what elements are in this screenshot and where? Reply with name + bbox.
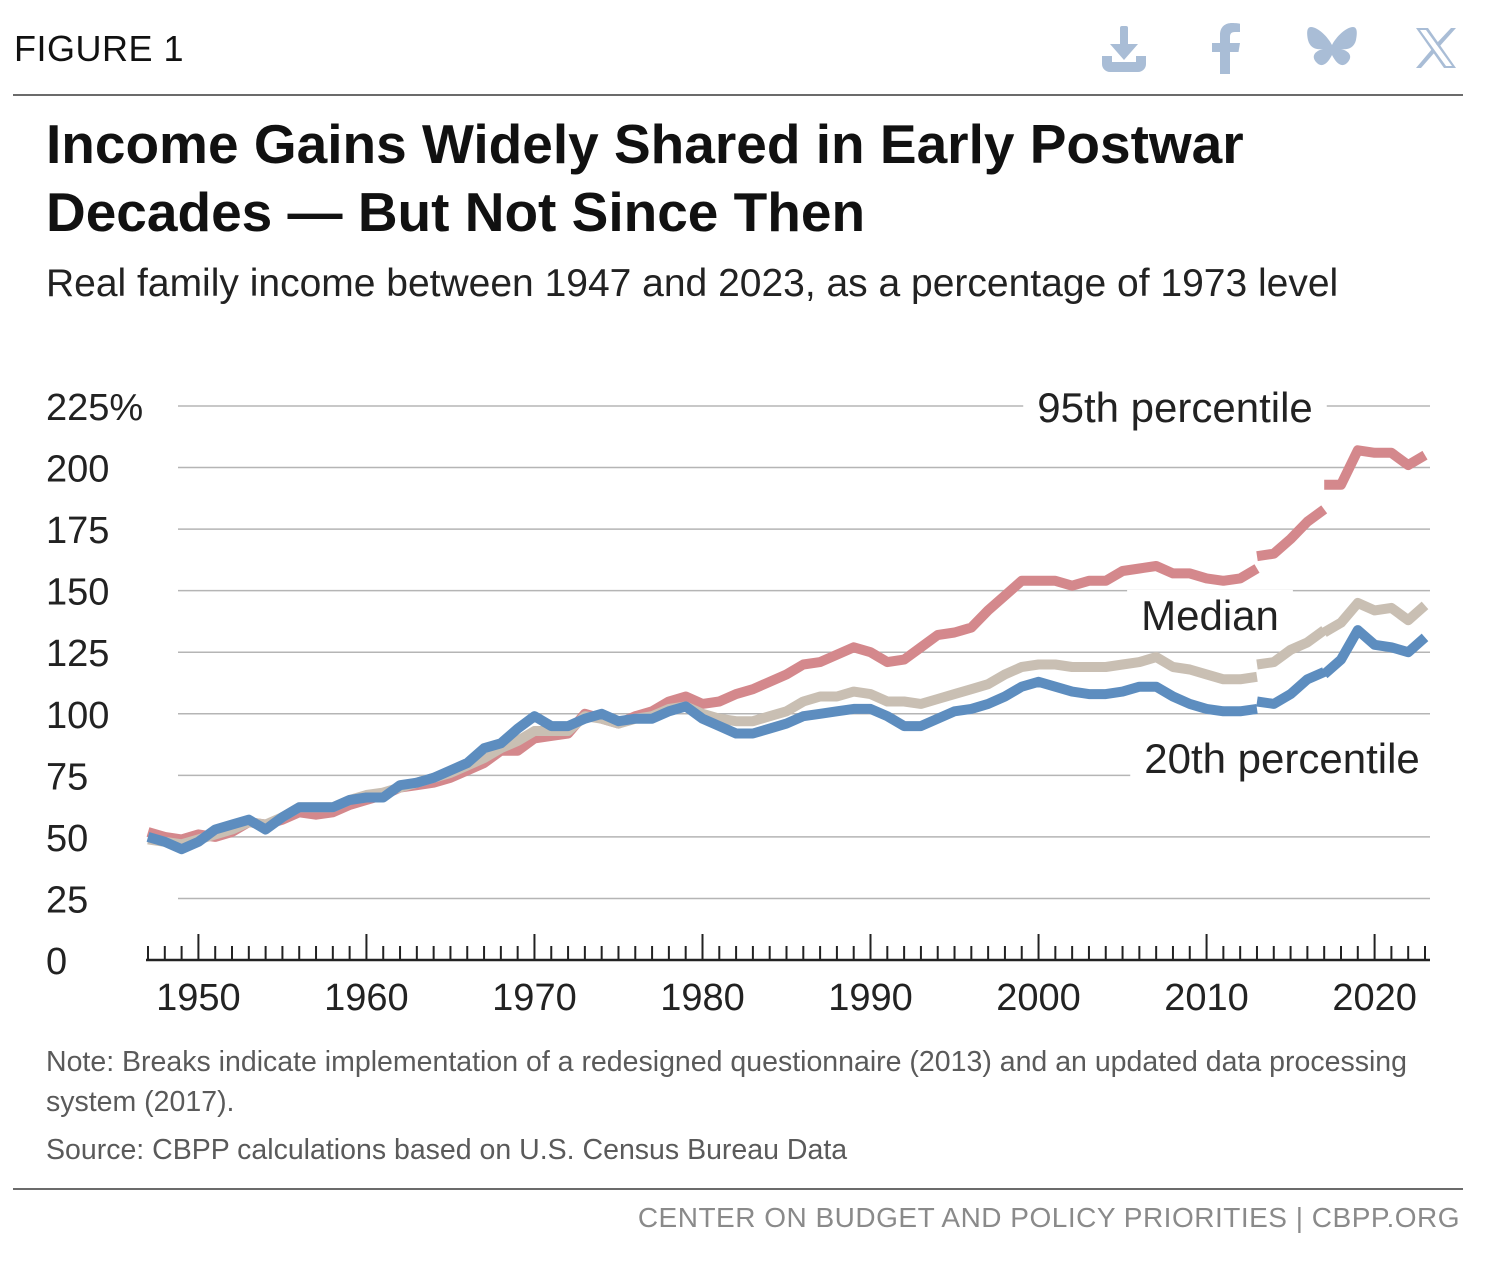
axes: 0 25 50 75 100 125 150 175 200 225% 1950 1960 1970 19… [46,387,1430,1019]
series-line-95th-percentile-segment-1 [146,561,1260,845]
chart-source: Source: CBPP calculations based on U.S. … [46,1134,848,1166]
y-tick-label: 100 [46,695,109,737]
x-tick-label: 1990 [828,977,913,1019]
series-lines [146,445,1429,855]
series-line-95th-percentile-segment-3 [1324,445,1428,490]
x-tick-label: 1970 [492,977,577,1019]
label-95th-percentile-bg [1023,382,1327,433]
bottom-divider [13,1188,1463,1190]
series-line-20th-percentile-segment-3 [1320,625,1429,679]
x-tick-label: 1950 [156,977,241,1019]
chart-title: Income Gains Widely Shared in Early Post… [46,113,1244,243]
y-tick-label: 225% [46,387,143,429]
bluesky-icon[interactable] [1302,20,1362,76]
line-chart: 0 25 50 75 100 125 150 175 200 225% 1950 1960 1970 19… [46,382,1434,1019]
x-tick-label: 1960 [324,977,409,1019]
label-median-bg [1127,590,1293,641]
gridlines [178,405,1430,900]
y-tick-label: 150 [46,572,109,614]
series-line-20th-percentile-segment-1 [146,676,1258,855]
y-tick-label: 75 [46,756,88,798]
x-tick-label: 2010 [1164,977,1249,1019]
label-20th-percentile: 20th percentile [1144,735,1420,782]
y-tick-label: 175 [46,510,109,552]
label-median: Median [1141,592,1279,639]
series-line-median-segment-3 [1321,598,1429,637]
y-tick-label: 200 [46,449,109,491]
figure-label: FIGURE 1 [14,28,185,69]
footer-credit: CENTER ON BUDGET AND POLICY PRIORITIES |… [637,1202,1460,1233]
facebook-icon[interactable] [1198,20,1258,76]
series-line-20th-percentile-segment-2 [1256,667,1327,709]
label-95th-percentile: 95th percentile [1037,384,1313,431]
series-labels: 95th percentile Median 20th percentile [1023,382,1434,784]
download-icon[interactable] [1094,20,1154,76]
y-tick-label: 125 [46,633,109,675]
share-toolbar [1094,20,1466,76]
series-line-95th-percentile-segment-2 [1256,505,1328,562]
x-tick-label: 1980 [660,977,745,1019]
label-20th-percentile-bg [1130,733,1434,784]
chart-subtitle: Real family income between 1947 and 2023… [46,262,1339,305]
top-divider [13,94,1463,96]
x-tick-label: 2020 [1332,977,1417,1019]
x-icon[interactable] [1406,20,1466,76]
x-tick-label: 2000 [996,977,1081,1019]
y-tick-label: 0 [46,941,67,983]
y-tick-label: 50 [46,818,88,860]
y-tick-label: 25 [46,879,88,921]
chart-note: Note: Breaks indicate implementation of … [46,1046,1407,1118]
series-line-median-segment-2 [1256,626,1328,670]
